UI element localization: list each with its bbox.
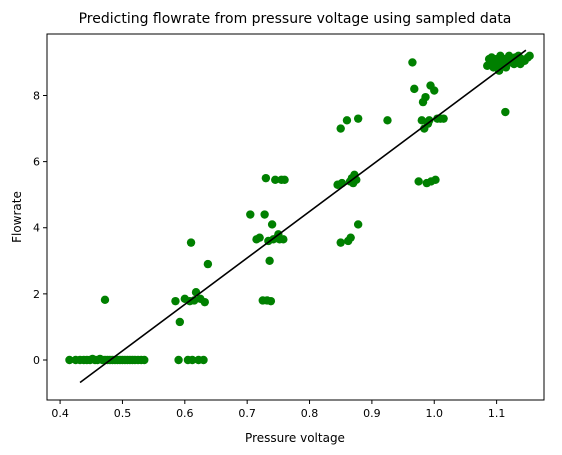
y-tick-label: 4 xyxy=(33,222,40,235)
data-point xyxy=(430,86,439,95)
x-tick-label: 1.1 xyxy=(488,407,506,420)
data-point xyxy=(425,116,434,125)
data-point xyxy=(140,355,149,365)
data-point xyxy=(199,355,208,365)
data-point xyxy=(336,238,345,247)
data-point xyxy=(246,210,255,219)
plot-frame xyxy=(46,33,545,401)
data-point xyxy=(188,355,197,365)
data-point xyxy=(261,173,271,183)
x-tick-label: 0.8 xyxy=(301,407,319,420)
y-tick-label: 8 xyxy=(33,89,40,102)
y-axis: 0 2 4 6 8 xyxy=(33,89,47,367)
data-point xyxy=(265,256,274,266)
data-point xyxy=(175,317,185,327)
data-point xyxy=(431,175,440,184)
y-axis-label: Flowrate xyxy=(10,191,24,243)
data-point xyxy=(414,177,423,186)
x-tick-label: 0.4 xyxy=(51,407,69,420)
data-point xyxy=(525,51,534,61)
data-point xyxy=(200,297,209,307)
x-axis: 0.4 0.5 0.6 0.7 0.8 0.9 1.0 1.1 xyxy=(51,400,505,420)
data-point xyxy=(346,233,355,242)
data-point xyxy=(439,114,448,123)
regression-line xyxy=(79,49,527,384)
y-tick-label: 0 xyxy=(33,354,40,367)
data-point xyxy=(186,238,196,247)
data-point xyxy=(383,116,392,125)
data-point xyxy=(353,220,363,229)
data-point xyxy=(410,84,419,94)
data-point xyxy=(255,233,264,242)
data-point xyxy=(280,175,289,184)
chart-title: Predicting flowrate from pressure voltag… xyxy=(79,11,512,27)
data-point xyxy=(260,210,269,219)
y-tick-label: 2 xyxy=(33,288,40,301)
data-point xyxy=(266,296,276,306)
x-tick-label: 0.5 xyxy=(114,407,132,420)
data-point xyxy=(417,116,426,125)
x-tick-label: 0.6 xyxy=(176,407,194,420)
data-point xyxy=(342,116,352,125)
data-point xyxy=(100,295,110,305)
data-point xyxy=(408,58,417,67)
data-point xyxy=(171,296,180,306)
x-axis-label: Pressure voltage xyxy=(245,431,345,445)
data-point xyxy=(65,355,74,365)
data-point xyxy=(501,107,510,117)
data-point xyxy=(279,235,288,244)
data-point xyxy=(353,114,363,123)
data-point xyxy=(421,92,430,102)
data-point xyxy=(271,175,280,184)
x-tick-label: 0.7 xyxy=(238,407,256,420)
data-point xyxy=(174,355,183,365)
y-tick-label: 6 xyxy=(33,156,40,169)
data-point xyxy=(203,259,213,269)
data-point xyxy=(336,124,345,133)
x-tick-label: 0.9 xyxy=(363,407,381,420)
plot-area xyxy=(65,49,534,384)
data-point xyxy=(267,220,277,229)
x-tick-label: 1.0 xyxy=(425,407,443,420)
